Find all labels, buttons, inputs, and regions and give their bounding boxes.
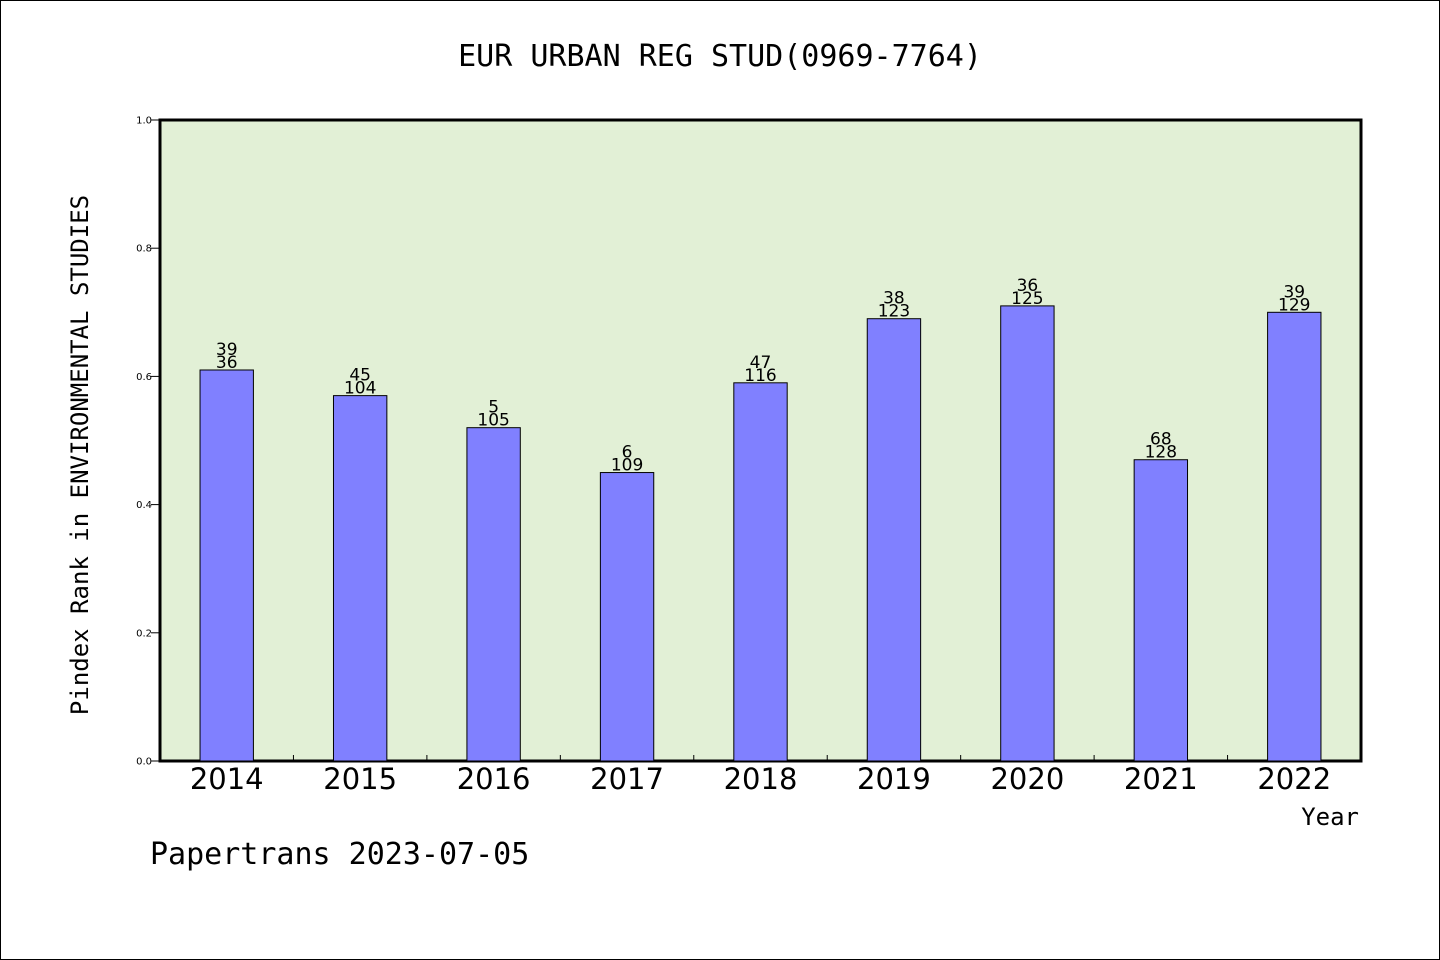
x-tick-label: 2018 xyxy=(724,762,798,796)
x-tick-label: 2022 xyxy=(1257,762,1331,796)
bar-label-bottom: 105 xyxy=(477,411,509,431)
bar-label-bottom: 125 xyxy=(1011,289,1043,309)
bar-2017 xyxy=(599,472,655,762)
x-axis-labels: 2014 2015 2016 2017 2018 2019 2020 2021 2022 xyxy=(190,762,1331,796)
y-tick-label: 1.0 xyxy=(136,116,152,127)
y-axis: 0.0 0.2 0.4 0.6 0.8 1.0 xyxy=(136,116,160,768)
bar-label-top: 47 xyxy=(750,353,772,373)
bar-2018 xyxy=(733,382,788,762)
x-tick-label: 2021 xyxy=(1124,762,1198,796)
bar-label-bottom: 109 xyxy=(611,456,643,476)
x-axis-ticks xyxy=(292,755,1229,761)
bar-label-top: 68 xyxy=(1150,430,1172,450)
bar-label-bottom: 36 xyxy=(216,353,238,373)
x-tick-label: 2015 xyxy=(323,762,397,796)
footer-source-date: Papertrans 2023-07-05 xyxy=(150,837,529,872)
bar-2014 xyxy=(199,369,254,762)
bars xyxy=(199,305,1322,762)
y-tick-label: 0.0 xyxy=(136,757,152,768)
x-tick-label: 2016 xyxy=(457,762,531,796)
bar-label-bottom: 128 xyxy=(1145,443,1177,463)
bar-label-top: 36 xyxy=(1017,276,1039,296)
bar-label-top: 39 xyxy=(1283,282,1305,302)
bar-label-top: 38 xyxy=(883,289,905,309)
bar-2015 xyxy=(332,395,388,762)
bar-2022 xyxy=(1267,311,1322,762)
bar-2020 xyxy=(1000,305,1055,762)
bar-label-bottom: 129 xyxy=(1278,295,1310,315)
bar-label-top: 39 xyxy=(216,340,238,360)
bar-2019 xyxy=(866,318,922,762)
chart-title: EUR URBAN REG STUD(0969-7764) xyxy=(458,39,982,74)
y-tick-label: 0.6 xyxy=(136,372,152,383)
y-tick-label: 0.4 xyxy=(136,500,152,511)
x-tick-label: 2014 xyxy=(190,762,264,796)
y-tick-label: 0.2 xyxy=(136,628,152,639)
bar-2016 xyxy=(466,427,521,762)
bar-2021 xyxy=(1133,459,1189,762)
bar-label-bottom: 104 xyxy=(344,379,376,399)
x-tick-label: 2020 xyxy=(990,762,1064,796)
bar-label-bottom: 123 xyxy=(878,302,910,322)
x-axis-title: Year xyxy=(1301,803,1359,831)
bar-label-top: 45 xyxy=(349,366,371,386)
bar-label-top: 5 xyxy=(488,398,499,418)
bar-label-bottom: 116 xyxy=(744,366,776,386)
bar-label-top: 6 xyxy=(622,443,633,463)
x-tick-label: 2017 xyxy=(590,762,664,796)
x-tick-label: 2019 xyxy=(857,762,931,796)
y-tick-label: 0.8 xyxy=(136,244,152,255)
y-axis-title: Pindex Rank in ENVIRONMENTAL STUDIES xyxy=(66,195,94,715)
